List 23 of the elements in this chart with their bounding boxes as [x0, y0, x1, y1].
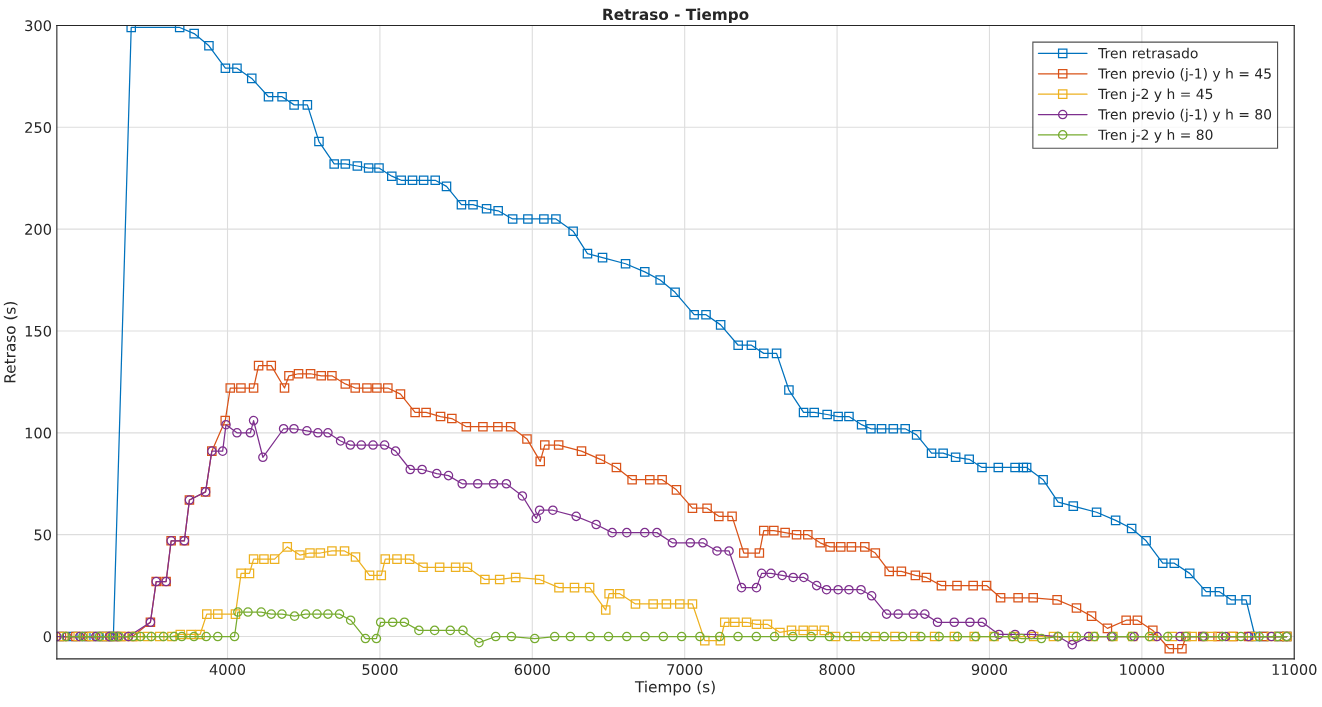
x-tick-label: 8000 [819, 664, 855, 676]
y-tick-label: 250 [25, 122, 52, 134]
legend-label: Tren j-2 y h = 80 [1098, 129, 1213, 143]
y-axis-title: Retraso (s) [3, 302, 18, 383]
x-tick-label: 7000 [667, 664, 703, 676]
x-tick-label: 4000 [209, 664, 246, 676]
y-tick-label: 50 [34, 529, 52, 541]
x-tick-label: 6000 [514, 664, 550, 676]
y-tick-label: 150 [25, 325, 52, 337]
y-tick-label: 100 [25, 427, 52, 439]
legend-label: Tren j-2 y h = 45 [1098, 88, 1213, 102]
legend-label: Tren previo (j-1) y h = 80 [1098, 108, 1272, 123]
x-tick-label: 9000 [971, 664, 1008, 676]
y-tick-label: 200 [25, 223, 52, 235]
x-axis-title: Tiempo (s) [634, 680, 715, 696]
chart-title: Retraso - Tiempo [603, 8, 749, 24]
legend-label: Tren retrasado [1098, 47, 1198, 59]
y-tick-label: 0 [43, 631, 52, 643]
x-tick-label: 10000 [1120, 664, 1165, 676]
x-tick-label: 5000 [362, 664, 398, 676]
legend-label: Tren previo (j-1) y h = 45 [1098, 68, 1271, 82]
y-tick-label: 300 [25, 20, 52, 32]
x-tick-label: 11000 [1272, 664, 1317, 676]
